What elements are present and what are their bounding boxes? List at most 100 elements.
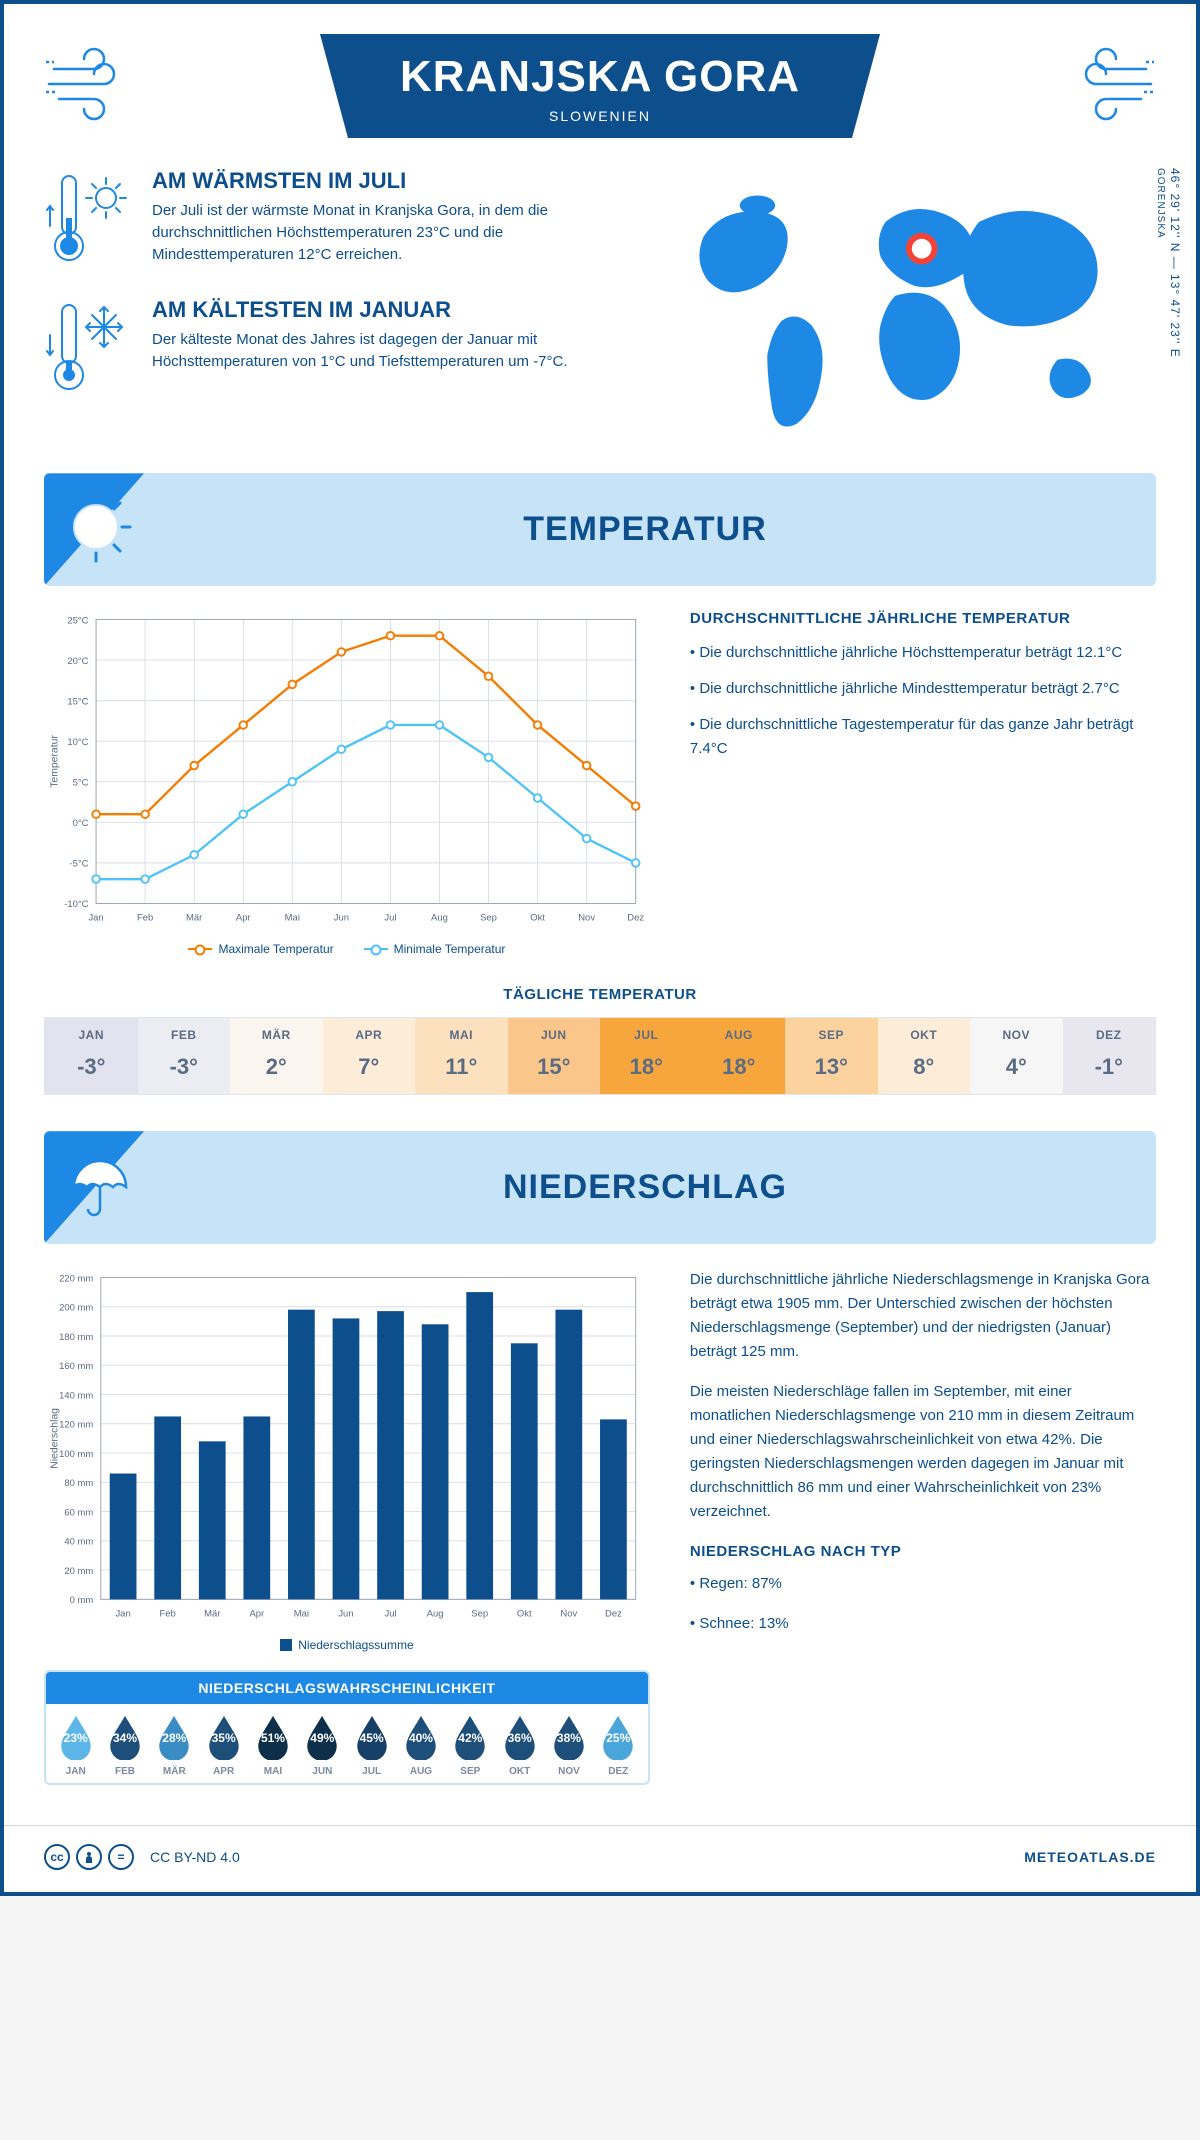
title-banner: KRANJSKA GORA SLOWENIEN — [320, 34, 880, 138]
svg-text:10°C: 10°C — [67, 737, 88, 748]
precipitation-summary-text: Die durchschnittliche jährliche Niedersc… — [690, 1268, 1156, 1785]
svg-text:220 mm: 220 mm — [59, 1274, 93, 1285]
svg-text:Mai: Mai — [285, 913, 300, 924]
nd-icon: = — [108, 1844, 134, 1870]
footer: cc = CC BY-ND 4.0 METEOATLAS.DE — [4, 1825, 1196, 1892]
daily-cell: JUL18° — [600, 1018, 693, 1094]
site-credit: METEOATLAS.DE — [1024, 1849, 1156, 1865]
svg-text:Feb: Feb — [160, 1609, 176, 1620]
svg-text:Aug: Aug — [427, 1609, 444, 1620]
svg-text:100 mm: 100 mm — [59, 1449, 93, 1460]
svg-text:Apr: Apr — [236, 913, 251, 924]
prob-cell: 38% NOV — [545, 1714, 592, 1777]
precip-probability-box: NIEDERSCHLAGSWAHRSCHEINLICHKEIT 23% JAN … — [44, 1670, 650, 1785]
svg-text:Temperatur: Temperatur — [49, 735, 60, 788]
thermometer-snow-icon — [44, 297, 134, 402]
facts-row: AM WÄRMSTEN IM JULI Der Juli ist der wär… — [44, 168, 1156, 443]
wind-icon — [1056, 44, 1156, 129]
prob-cell: 49% JUN — [299, 1714, 346, 1777]
region-label: GORENJSKA — [1155, 168, 1166, 239]
page-title: KRANJSKA GORA — [400, 52, 800, 102]
prob-title: NIEDERSCHLAGSWAHRSCHEINLICHKEIT — [46, 1672, 648, 1704]
daily-cell: MÄR2° — [230, 1018, 323, 1094]
daily-cell: MAI11° — [415, 1018, 508, 1094]
fact-warm-text: Der Juli ist der wärmste Monat in Kranjs… — [152, 200, 634, 265]
daily-cell: OKT8° — [878, 1018, 971, 1094]
svg-text:Mär: Mär — [186, 913, 202, 924]
svg-text:5°C: 5°C — [73, 778, 89, 789]
prob-cell: 23% JAN — [52, 1714, 99, 1777]
svg-text:120 mm: 120 mm — [59, 1420, 93, 1431]
fact-cold-title: AM KÄLTESTEN IM JANUAR — [152, 297, 634, 323]
svg-text:25°C: 25°C — [67, 616, 88, 627]
legend-min: Minimale Temperatur — [364, 942, 506, 956]
daily-cell: DEZ-1° — [1063, 1018, 1156, 1094]
daily-temp-table: JAN-3° FEB-3° MÄR2° APR7° MAI11° JUN15° … — [44, 1017, 1156, 1095]
svg-text:-10°C: -10°C — [64, 900, 88, 911]
section-precipitation: NIEDERSCHLAG — [44, 1131, 1156, 1244]
svg-text:Nov: Nov — [560, 1609, 577, 1620]
svg-text:Jul: Jul — [384, 1609, 396, 1620]
legend-max: Maximale Temperatur — [188, 942, 333, 956]
prob-cell: 51% MAI — [249, 1714, 296, 1777]
svg-text:Mai: Mai — [294, 1609, 309, 1620]
svg-text:Jan: Jan — [88, 913, 103, 924]
wind-icon — [44, 44, 144, 129]
daily-cell: APR7° — [323, 1018, 416, 1094]
cc-icon: cc — [44, 1844, 70, 1870]
legend-precip: Niederschlagssumme — [280, 1638, 413, 1652]
prob-cell: 45% JUL — [348, 1714, 395, 1777]
fact-cold-text: Der kälteste Monat des Jahres ist dagege… — [152, 329, 634, 373]
svg-text:20°C: 20°C — [67, 656, 88, 667]
svg-text:Jul: Jul — [384, 913, 396, 924]
daily-cell: JUN15° — [508, 1018, 601, 1094]
svg-text:20 mm: 20 mm — [64, 1566, 93, 1577]
section-temperature-title: TEMPERATUR — [134, 510, 1156, 549]
svg-text:160 mm: 160 mm — [59, 1361, 93, 1372]
section-precip-title: NIEDERSCHLAG — [134, 1168, 1156, 1207]
svg-text:Apr: Apr — [249, 1609, 264, 1620]
svg-text:140 mm: 140 mm — [59, 1391, 93, 1402]
world-map: GORENJSKA 46° 29' 12'' N — 13° 47' 23'' … — [664, 168, 1156, 443]
svg-text:Aug: Aug — [431, 913, 448, 924]
daily-temp-title: TÄGLICHE TEMPERATUR — [44, 986, 1156, 1003]
daily-cell: FEB-3° — [138, 1018, 231, 1094]
prob-cell: 40% AUG — [397, 1714, 444, 1777]
prob-cell: 28% MÄR — [151, 1714, 198, 1777]
daily-cell: AUG18° — [693, 1018, 786, 1094]
temperature-chart: -10°C-5°C0°C5°C10°C15°C20°C25°CJanFebMär… — [44, 610, 650, 956]
svg-text:Sep: Sep — [480, 913, 497, 924]
prob-cell: 34% FEB — [101, 1714, 148, 1777]
svg-text:0 mm: 0 mm — [70, 1595, 94, 1606]
section-temperature: TEMPERATUR — [44, 473, 1156, 586]
daily-cell: SEP13° — [785, 1018, 878, 1094]
svg-text:Dez: Dez — [605, 1609, 622, 1620]
svg-text:Sep: Sep — [471, 1609, 488, 1620]
svg-text:Okt: Okt — [517, 1609, 532, 1620]
svg-text:Okt: Okt — [530, 913, 545, 924]
svg-text:Feb: Feb — [137, 913, 153, 924]
fact-warm-title: AM WÄRMSTEN IM JULI — [152, 168, 634, 194]
coords-label: 46° 29' 12'' N — 13° 47' 23'' E — [1168, 168, 1182, 358]
prob-cell: 25% DEZ — [595, 1714, 642, 1777]
fact-coldest: AM KÄLTESTEN IM JANUAR Der kälteste Mona… — [44, 297, 634, 402]
svg-text:Jun: Jun — [338, 1609, 353, 1620]
umbrella-icon — [58, 1147, 134, 1228]
svg-text:Niederschlag: Niederschlag — [49, 1408, 60, 1469]
daily-cell: JAN-3° — [45, 1018, 138, 1094]
svg-text:-5°C: -5°C — [69, 859, 88, 870]
svg-text:Jan: Jan — [115, 1609, 130, 1620]
daily-cell: NOV4° — [970, 1018, 1063, 1094]
sun-icon — [58, 489, 134, 570]
svg-text:Nov: Nov — [578, 913, 595, 924]
svg-text:Dez: Dez — [627, 913, 644, 924]
precipitation-chart: 0 mm 20 mm 40 mm 60 mm 80 mm 100 mm 120 mm 140 … — [44, 1268, 650, 1628]
svg-text:80 mm: 80 mm — [64, 1478, 93, 1489]
svg-text:60 mm: 60 mm — [64, 1508, 93, 1519]
svg-text:200 mm: 200 mm — [59, 1303, 93, 1314]
prob-cell: 42% SEP — [447, 1714, 494, 1777]
svg-text:40 mm: 40 mm — [64, 1537, 93, 1548]
svg-text:Jun: Jun — [334, 913, 349, 924]
prob-cell: 36% OKT — [496, 1714, 543, 1777]
svg-text:0°C: 0°C — [73, 819, 89, 830]
